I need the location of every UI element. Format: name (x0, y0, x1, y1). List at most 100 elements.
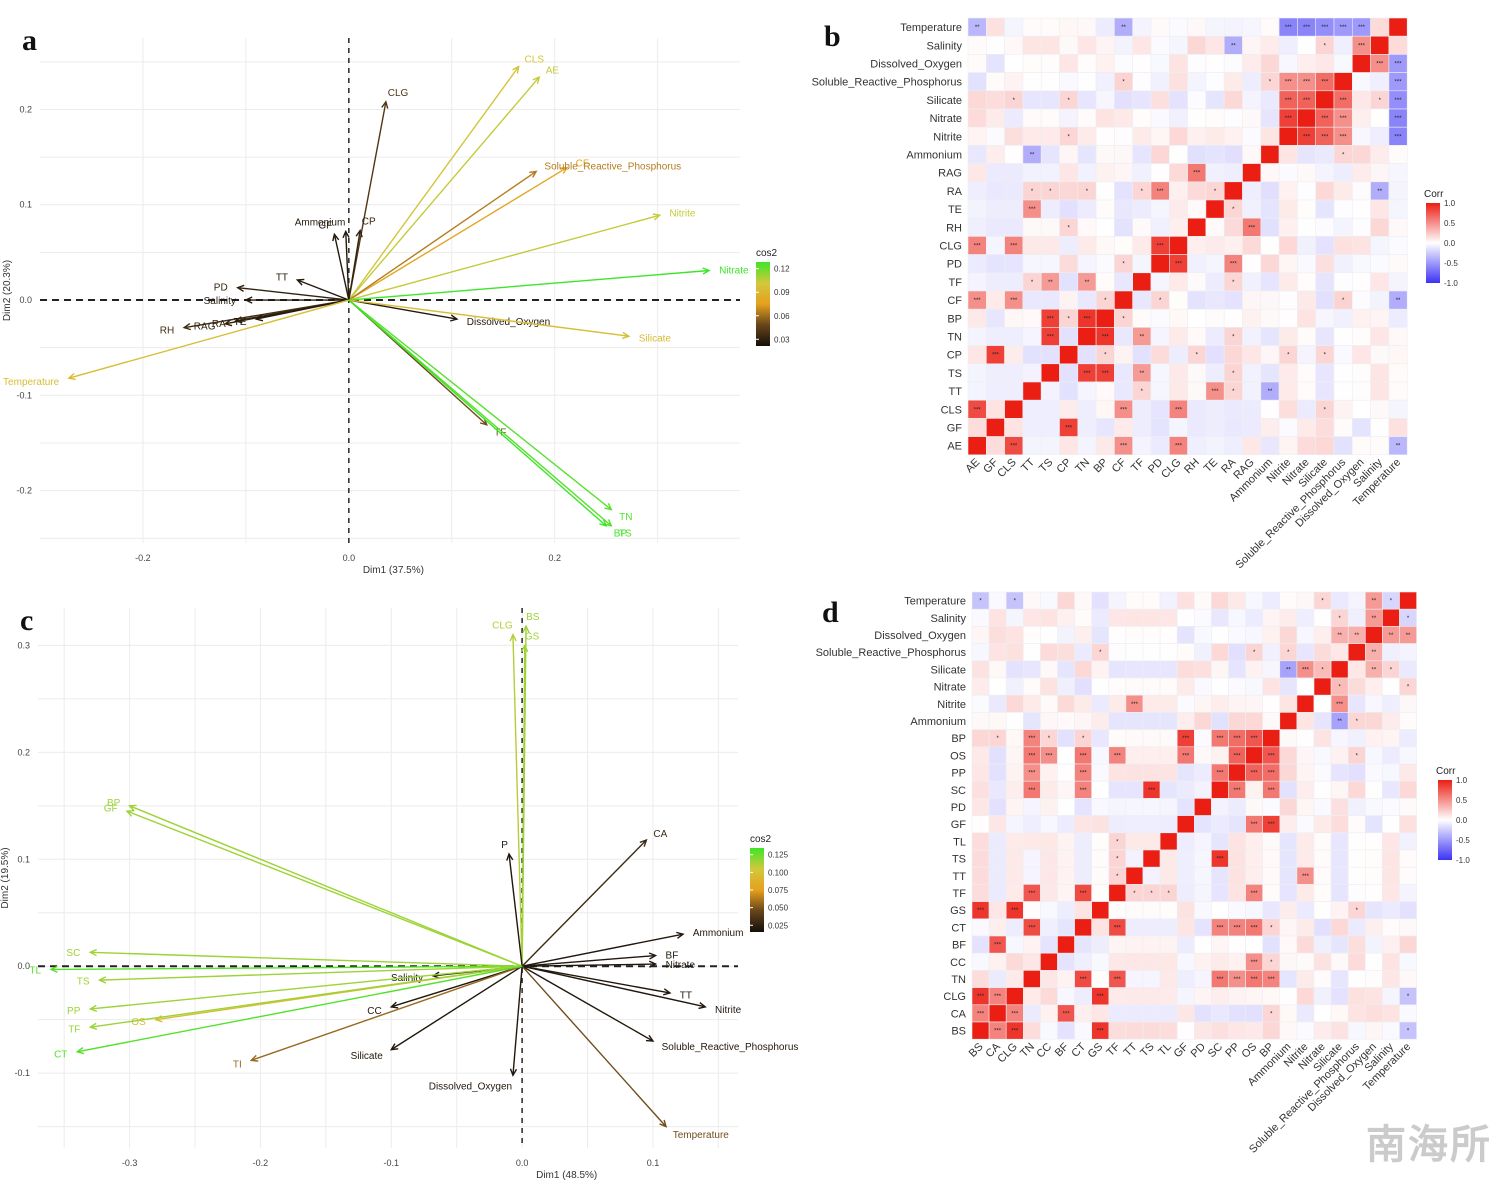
row-label: Dissolved_Oxygen (870, 59, 962, 71)
heatmap-cell (1187, 399, 1207, 419)
heatmap-cell (1296, 815, 1315, 834)
heatmap-cell (1004, 418, 1024, 437)
heatmap-cell (1297, 54, 1316, 73)
heatmap-cell (1059, 35, 1079, 55)
column-label: CLS (995, 456, 1019, 480)
heatmap-cell (1187, 54, 1207, 73)
heatmap-cell (1297, 290, 1316, 310)
heatmap-cell (967, 199, 987, 219)
heatmap-cell (1370, 308, 1390, 328)
arrow-shaft (521, 965, 706, 1008)
arrow-shaft (521, 839, 647, 967)
arrow-label: PP (67, 1006, 81, 1017)
heatmap-cell (1059, 436, 1079, 456)
heatmap-cell (1040, 35, 1060, 55)
heatmap-cell (1330, 901, 1349, 920)
arrow-label: CLG (388, 88, 409, 99)
heatmap-cell (1279, 626, 1298, 644)
arrow-cc: CC (367, 965, 523, 1017)
heatmap-cell (1313, 712, 1332, 730)
heatmap-cell (1091, 746, 1110, 765)
column-label: CC (1034, 1041, 1054, 1061)
heatmap-cell (1176, 884, 1195, 902)
arrow-head (236, 284, 245, 292)
heatmap-cell (1193, 952, 1212, 971)
heatmap-cell (1125, 780, 1144, 799)
heatmap-cell (986, 17, 1005, 37)
heatmap-cell (1125, 952, 1144, 971)
heatmap-cell (971, 626, 990, 644)
heatmap-cell (1095, 199, 1115, 219)
heatmap-cell (986, 381, 1005, 401)
heatmap-cell (1142, 832, 1161, 851)
heatmap-cell (1125, 677, 1144, 696)
arrow-head (648, 960, 658, 968)
heatmap-cell (1279, 935, 1298, 954)
heatmap-cell (1132, 126, 1152, 146)
heatmap-cell (1142, 952, 1161, 971)
heatmap-cell (1205, 327, 1225, 346)
heatmap-cell (1125, 746, 1144, 765)
heatmap-cell (1370, 217, 1390, 237)
y-tick-label: -0.2 (16, 486, 32, 496)
row-label: TF (949, 277, 963, 289)
row-label: BF (952, 940, 966, 952)
heatmap-cell (1176, 591, 1195, 610)
heatmap-cell (1278, 272, 1298, 292)
arrow-shaft (126, 810, 523, 967)
arrow-label: BP (614, 528, 628, 539)
heatmap-cell (1205, 72, 1225, 92)
heatmap-cell (1125, 832, 1144, 851)
heatmap-cell (1388, 199, 1408, 219)
heatmap-cell (1057, 918, 1075, 937)
significance-marker: * (1270, 1011, 1273, 1017)
significance-marker: *** (1157, 244, 1165, 250)
heatmap-cell (1193, 729, 1212, 748)
heatmap-cell (988, 849, 1007, 868)
heatmap-cell (1296, 798, 1315, 816)
heatmap-cell (1159, 694, 1178, 713)
heatmap-cell (1057, 798, 1075, 816)
heatmap-cell (986, 254, 1005, 274)
heatmap-cell (1108, 626, 1127, 644)
heatmap-cell (1150, 199, 1170, 219)
heatmap-cell (1382, 780, 1400, 799)
significance-marker: *** (1285, 25, 1293, 31)
heatmap-cell (1370, 108, 1390, 128)
heatmap-cell (1108, 694, 1127, 713)
significance-marker: *** (1083, 316, 1091, 322)
significance-marker: * (1287, 650, 1290, 656)
heatmap-cell (1168, 35, 1188, 55)
heatmap-cell (1059, 290, 1079, 310)
significance-marker: * (1086, 189, 1089, 195)
heatmap-cell (1223, 345, 1243, 365)
heatmap-cell (1333, 363, 1353, 383)
heatmap-cell (1193, 660, 1212, 679)
heatmap-cell (1004, 345, 1024, 365)
significance-marker: * (1141, 189, 1144, 195)
significance-marker: *** (1028, 771, 1036, 777)
significance-marker: * (1067, 98, 1070, 104)
heatmap-cell (1040, 987, 1058, 1006)
heatmap-cell (1347, 918, 1366, 937)
heatmap-cell (1074, 660, 1093, 679)
heatmap-cell (1150, 308, 1170, 328)
significance-marker: * (1031, 280, 1034, 286)
heatmap-cell (1279, 746, 1298, 765)
significance-marker: *** (1248, 225, 1256, 231)
heatmap-cell (1242, 126, 1262, 146)
heatmap-cell (1382, 1004, 1400, 1023)
heatmap-cell (1370, 72, 1390, 92)
panel-a: a -0.2 0.0 0.2 -0.2 -0.1 0.0 0.1 0.2 Dim1 (37.5%… (0, 0, 800, 590)
row-label: TS (952, 854, 966, 866)
column-label: BP (1092, 456, 1111, 475)
heatmap-cell (1193, 591, 1212, 610)
legend-title: Corr (1424, 189, 1444, 200)
heatmap-cell (1262, 935, 1281, 954)
heatmap-cell (1278, 163, 1298, 183)
heatmap-cell (1040, 399, 1060, 419)
heatmap-cell (1364, 884, 1383, 902)
heatmap-cell (1262, 608, 1281, 627)
heatmap-cell (1059, 236, 1079, 255)
